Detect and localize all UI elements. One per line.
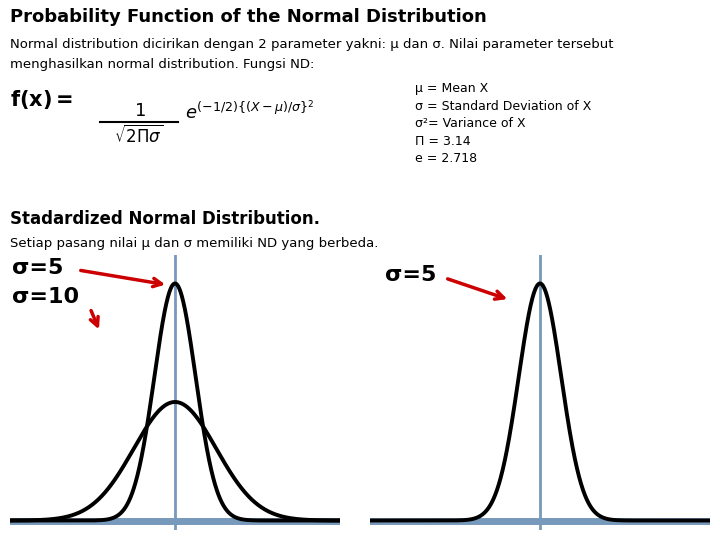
Text: Probability Function of the Normal Distribution: Probability Function of the Normal Distr… <box>10 8 487 26</box>
Text: e = 2.718: e = 2.718 <box>415 152 477 165</box>
Text: σ²= Variance of X: σ²= Variance of X <box>415 117 526 130</box>
Text: Stadardized Normal Distribution.: Stadardized Normal Distribution. <box>10 210 320 228</box>
Text: σ = Standard Deviation of X: σ = Standard Deviation of X <box>415 100 591 113</box>
Text: Π = 3.14: Π = 3.14 <box>415 135 471 148</box>
Text: Setiap pasang nilai μ dan σ memiliki ND yang berbeda.: Setiap pasang nilai μ dan σ memiliki ND … <box>10 237 379 250</box>
Text: σ=5: σ=5 <box>12 258 63 278</box>
Text: σ=10: σ=10 <box>12 287 79 307</box>
Text: $e^{(-1/2)\{(X-\mu)/\sigma\}^2}$: $e^{(-1/2)\{(X-\mu)/\sigma\}^2}$ <box>185 100 314 124</box>
Text: $\mathbf{f(x) =}$: $\mathbf{f(x) =}$ <box>10 88 73 111</box>
Text: $1$: $1$ <box>134 102 146 120</box>
Text: $\sqrt{2\Pi\sigma}$: $\sqrt{2\Pi\sigma}$ <box>114 125 163 147</box>
Text: menghasilkan normal distribution. Fungsi ND:: menghasilkan normal distribution. Fungsi… <box>10 58 315 71</box>
Text: Normal distribution dicirikan dengan 2 parameter yakni: μ dan σ. Nilai parameter: Normal distribution dicirikan dengan 2 p… <box>10 38 613 51</box>
Text: σ=5: σ=5 <box>385 265 436 285</box>
Text: μ = Mean X: μ = Mean X <box>415 82 488 95</box>
